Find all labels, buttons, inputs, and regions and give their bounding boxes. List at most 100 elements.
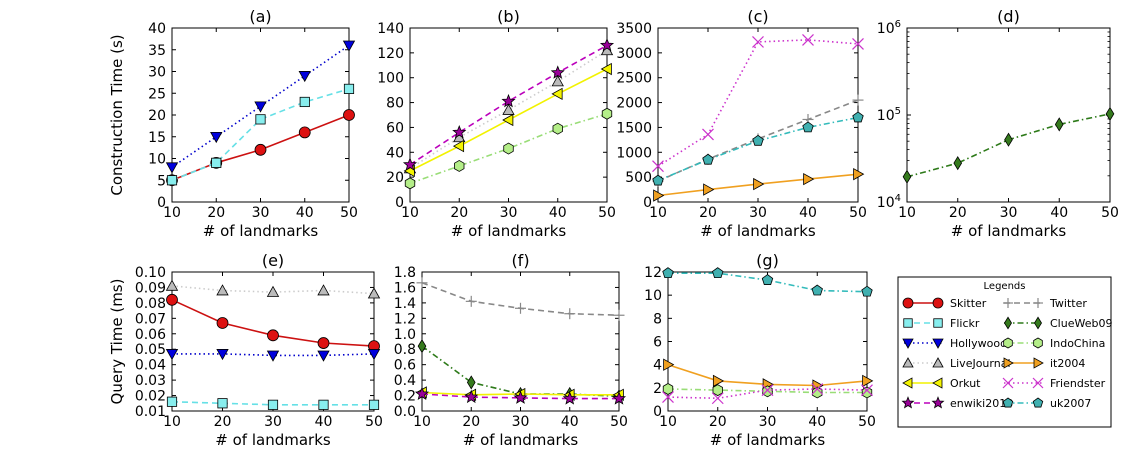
y-tick-label: 0 <box>395 195 404 211</box>
y-tick-label: 2 <box>653 381 662 397</box>
x-tick-label: 20 <box>462 414 480 430</box>
y-tick-label: 104 <box>877 193 901 211</box>
legend-item: Twitter <box>1003 297 1087 310</box>
y-tick-label: 1.2 <box>394 311 416 327</box>
y-axis-label: Query Time (ms) <box>108 279 126 405</box>
legend-item: it2004 <box>1003 357 1085 370</box>
series-uk2007 <box>662 267 873 297</box>
y-tick-label: 105 <box>877 106 901 124</box>
data-point <box>802 121 814 133</box>
data-point <box>454 159 465 172</box>
data-point <box>503 142 514 155</box>
data-point <box>210 131 223 144</box>
y-axis-label: Construction Time (s) <box>108 34 126 195</box>
legend-marker <box>1002 377 1014 389</box>
y-tick-label: 5 <box>157 173 166 189</box>
y-tick-label: 20 <box>386 170 404 186</box>
y-tick-label: 500 <box>625 170 652 186</box>
y-tick-label: 40 <box>386 145 404 161</box>
data-point <box>702 153 714 165</box>
legend-marker <box>1033 337 1043 349</box>
data-point <box>711 392 724 405</box>
x-tick-label: 10 <box>659 414 677 430</box>
data-point <box>267 399 279 410</box>
series-flickr <box>166 396 380 410</box>
y-tick-label: 60 <box>386 120 404 136</box>
data-point <box>402 157 418 171</box>
data-point <box>452 124 467 139</box>
legend-label: Flickr <box>950 317 980 330</box>
data-point <box>601 107 613 120</box>
data-point <box>703 183 715 196</box>
y-tick-label: 0 <box>643 195 652 211</box>
marker-stroke <box>662 391 674 404</box>
marker-stroke <box>1002 377 1014 389</box>
y-tick-label: 0.6 <box>394 358 416 374</box>
y-tick-base: 10 <box>877 108 895 124</box>
x-tick-label: 10 <box>401 205 419 221</box>
legend-label: LiveJournal <box>950 357 1011 370</box>
x-tick-label: 20 <box>709 414 727 430</box>
data-point <box>712 384 723 397</box>
x-tick-label: 30 <box>512 414 530 430</box>
data-point <box>861 285 873 297</box>
legend-label: Skitter <box>950 297 987 310</box>
series-it2004 <box>653 167 865 202</box>
marker-stroke <box>761 384 774 397</box>
y-tick-label: 0.2 <box>394 389 416 405</box>
x-axis-label: # of landmarks <box>203 222 319 240</box>
data-point <box>367 349 381 361</box>
x-tick-label: 30 <box>500 205 518 221</box>
data-point <box>600 62 612 76</box>
data-point <box>317 350 330 362</box>
data-point <box>761 274 774 285</box>
data-point <box>267 329 279 342</box>
marker-stroke <box>1032 377 1044 389</box>
y-tick-label: 0.01 <box>135 404 166 420</box>
series-friendster <box>652 34 864 173</box>
x-axis-label: # of landmarks <box>951 222 1067 240</box>
legend-marker <box>1032 377 1044 389</box>
legend-label: Friendster <box>1050 377 1106 390</box>
data-point <box>652 160 664 173</box>
data-point <box>611 391 627 405</box>
data-point <box>653 189 665 202</box>
y-tick-label: 15 <box>148 130 166 146</box>
legend-label: enwiki2013 <box>950 397 1013 410</box>
legend-marker <box>1034 316 1042 330</box>
legend-marker <box>931 396 945 409</box>
legend-item: IndoChina <box>1003 337 1105 350</box>
legend-marker <box>932 338 944 349</box>
x-axis-label: # of landmarks <box>451 222 567 240</box>
chart-panel-5: 10 20 30 40 50 0.00.20.40.60.81.01.21.41.61.8… <box>394 251 628 449</box>
marker-stroke <box>802 34 814 46</box>
data-point <box>318 399 329 410</box>
data-point <box>211 157 222 168</box>
data-point <box>254 143 267 156</box>
legend-label: Hollywood <box>950 337 1007 350</box>
y-tick-label: 3000 <box>616 46 652 62</box>
y-tick-label: 0.08 <box>135 296 166 312</box>
panel-title: (e) <box>262 251 284 270</box>
data-point <box>662 391 674 404</box>
legend-label: it2004 <box>1050 357 1085 370</box>
data-point <box>343 109 355 121</box>
y-tick-label: 80 <box>386 96 404 112</box>
y-tick-label: 0.05 <box>135 342 166 358</box>
legend-title: Legends <box>984 281 1026 292</box>
data-point <box>502 113 514 127</box>
data-point <box>217 398 228 409</box>
series-flickr <box>166 83 355 186</box>
panel-title: (d) <box>997 7 1020 26</box>
data-point <box>216 349 229 361</box>
series-uk2007 <box>652 111 864 186</box>
data-point <box>802 34 814 46</box>
legend-item: Friendster <box>1002 377 1106 390</box>
series-indochina <box>404 107 613 190</box>
data-point <box>752 134 764 146</box>
y-tick-label: 25 <box>148 86 166 102</box>
y-tick-label: 100 <box>377 71 404 87</box>
series-line <box>657 39 859 167</box>
data-point <box>216 317 229 329</box>
